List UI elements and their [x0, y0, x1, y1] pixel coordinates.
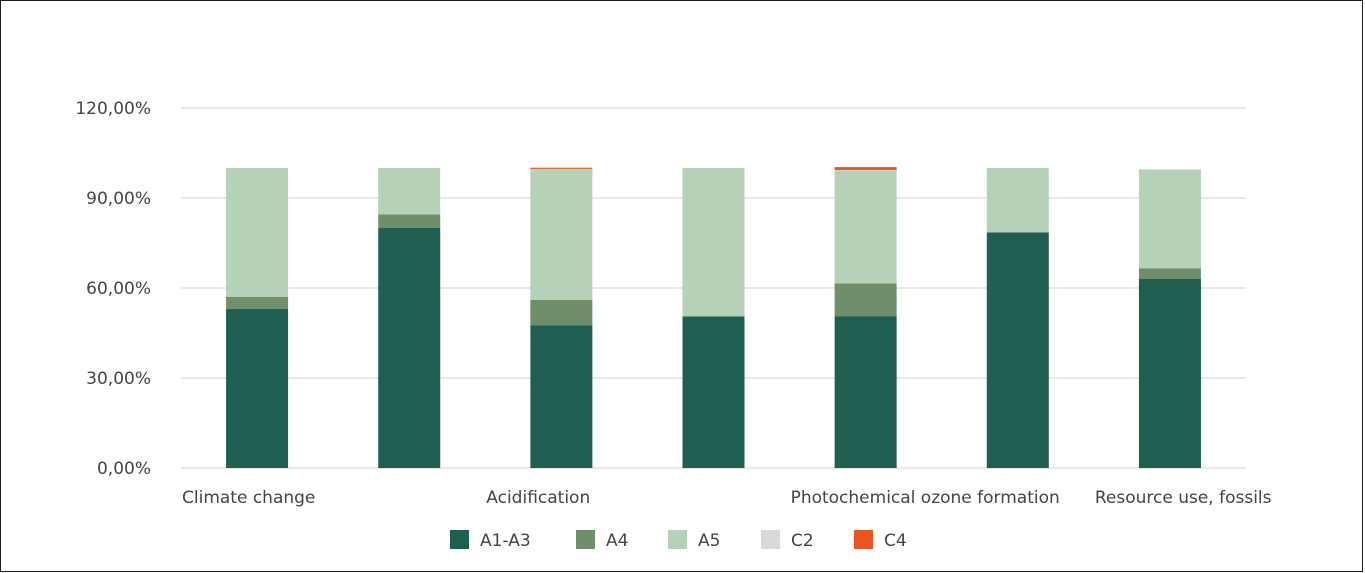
- bars: [226, 167, 1201, 468]
- bar-segment-a5: [986, 168, 1049, 233]
- bar-segment-a5: [834, 171, 897, 284]
- bar-segment-a1-a3: [226, 309, 289, 468]
- legend-label: C4: [884, 531, 907, 551]
- bar-segment-a4: [226, 297, 289, 309]
- x-category-label: Climate change: [182, 488, 315, 508]
- bar-segment-a4: [1138, 268, 1201, 279]
- y-axis: 0,00% 30,00% 60,00% 90,00% 120,00%: [75, 99, 151, 479]
- bar-segment-a5: [682, 168, 745, 317]
- legend-swatch: [761, 530, 780, 549]
- bar-segment-c2: [530, 168, 593, 170]
- y-tick-label: 90,00%: [86, 189, 151, 209]
- bar-segment-c4: [834, 167, 897, 171]
- bar-segment-a4: [834, 283, 897, 317]
- x-axis: Climate change Acidification Photochemical…: [182, 488, 1272, 508]
- bar-segment-a1-a3: [682, 316, 745, 468]
- legend: A1-A3 A4 A5 C2 C4: [450, 530, 907, 551]
- bar-segment-a5: [1138, 169, 1201, 269]
- legend-swatch: [668, 530, 687, 549]
- legend-label: A5: [698, 531, 720, 551]
- bar-segment-c2: [834, 170, 897, 171]
- legend-label: A4: [606, 531, 628, 551]
- legend-swatch: [854, 530, 873, 549]
- bar-segment-a4: [378, 214, 441, 228]
- legend-swatch: [450, 530, 469, 549]
- bar-segment-a4: [530, 300, 593, 326]
- legend-swatch: [576, 530, 595, 549]
- bar-segment-a1-a3: [530, 325, 593, 468]
- bar-segment-a1-a3: [1138, 279, 1201, 468]
- y-tick-label: 60,00%: [86, 279, 151, 299]
- x-category-label: Photochemical ozone formation: [791, 488, 1060, 508]
- y-tick-label: 120,00%: [75, 99, 151, 119]
- bar-segment-a5: [378, 168, 441, 215]
- legend-label: C2: [791, 531, 814, 551]
- bar-segment-a5: [530, 169, 593, 300]
- bar-segment-a1-a3: [834, 316, 897, 468]
- x-category-label: Acidification: [486, 488, 590, 508]
- bar-segment-a1-a3: [986, 232, 1049, 468]
- y-tick-label: 0,00%: [97, 459, 151, 479]
- bar-segment-c4: [530, 167, 593, 169]
- legend-label: A1-A3: [480, 531, 531, 551]
- x-category-label: Resource use, fossils: [1095, 488, 1272, 508]
- bar-segment-a5: [226, 168, 289, 297]
- y-tick-label: 30,00%: [86, 369, 151, 389]
- bar-segment-a1-a3: [378, 228, 441, 468]
